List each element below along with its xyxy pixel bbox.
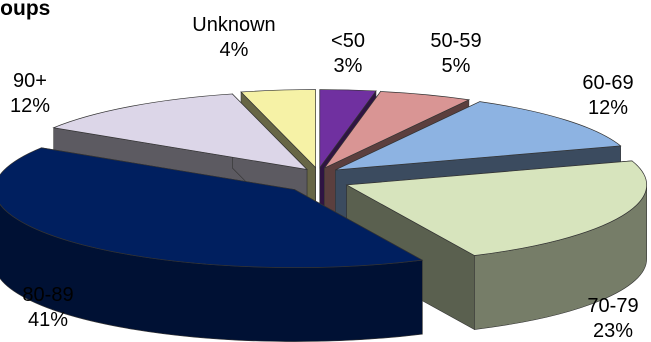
pie-value-3: 23%	[593, 320, 633, 342]
pie-value-6: 4%	[220, 39, 249, 61]
pie-value-2: 12%	[588, 97, 628, 119]
pie-label-1: 50-59	[430, 30, 481, 52]
pie-label-2: 60-69	[582, 72, 633, 94]
pie-labels: <50 3% 50-59 5% 60-69 12% 70-79 23% 80-89 41% 90+ 1…	[10, 14, 639, 342]
pie-value-5: 12%	[10, 95, 50, 117]
pie-label-4: 80-89	[22, 284, 73, 306]
pie-value-1: 5%	[442, 55, 471, 77]
pie-label-3: 70-79	[587, 295, 638, 317]
pie-value-4: 41%	[28, 309, 68, 331]
pie-label-6: Unknown	[192, 14, 275, 36]
pie-slice-4	[0, 147, 424, 342]
pie-label-0: <50	[331, 30, 365, 52]
pie-value-0: 3%	[334, 55, 363, 77]
chart-title: roups	[0, 0, 50, 20]
pie-label-5: 90+	[13, 70, 47, 92]
pie-slices	[0, 89, 648, 342]
